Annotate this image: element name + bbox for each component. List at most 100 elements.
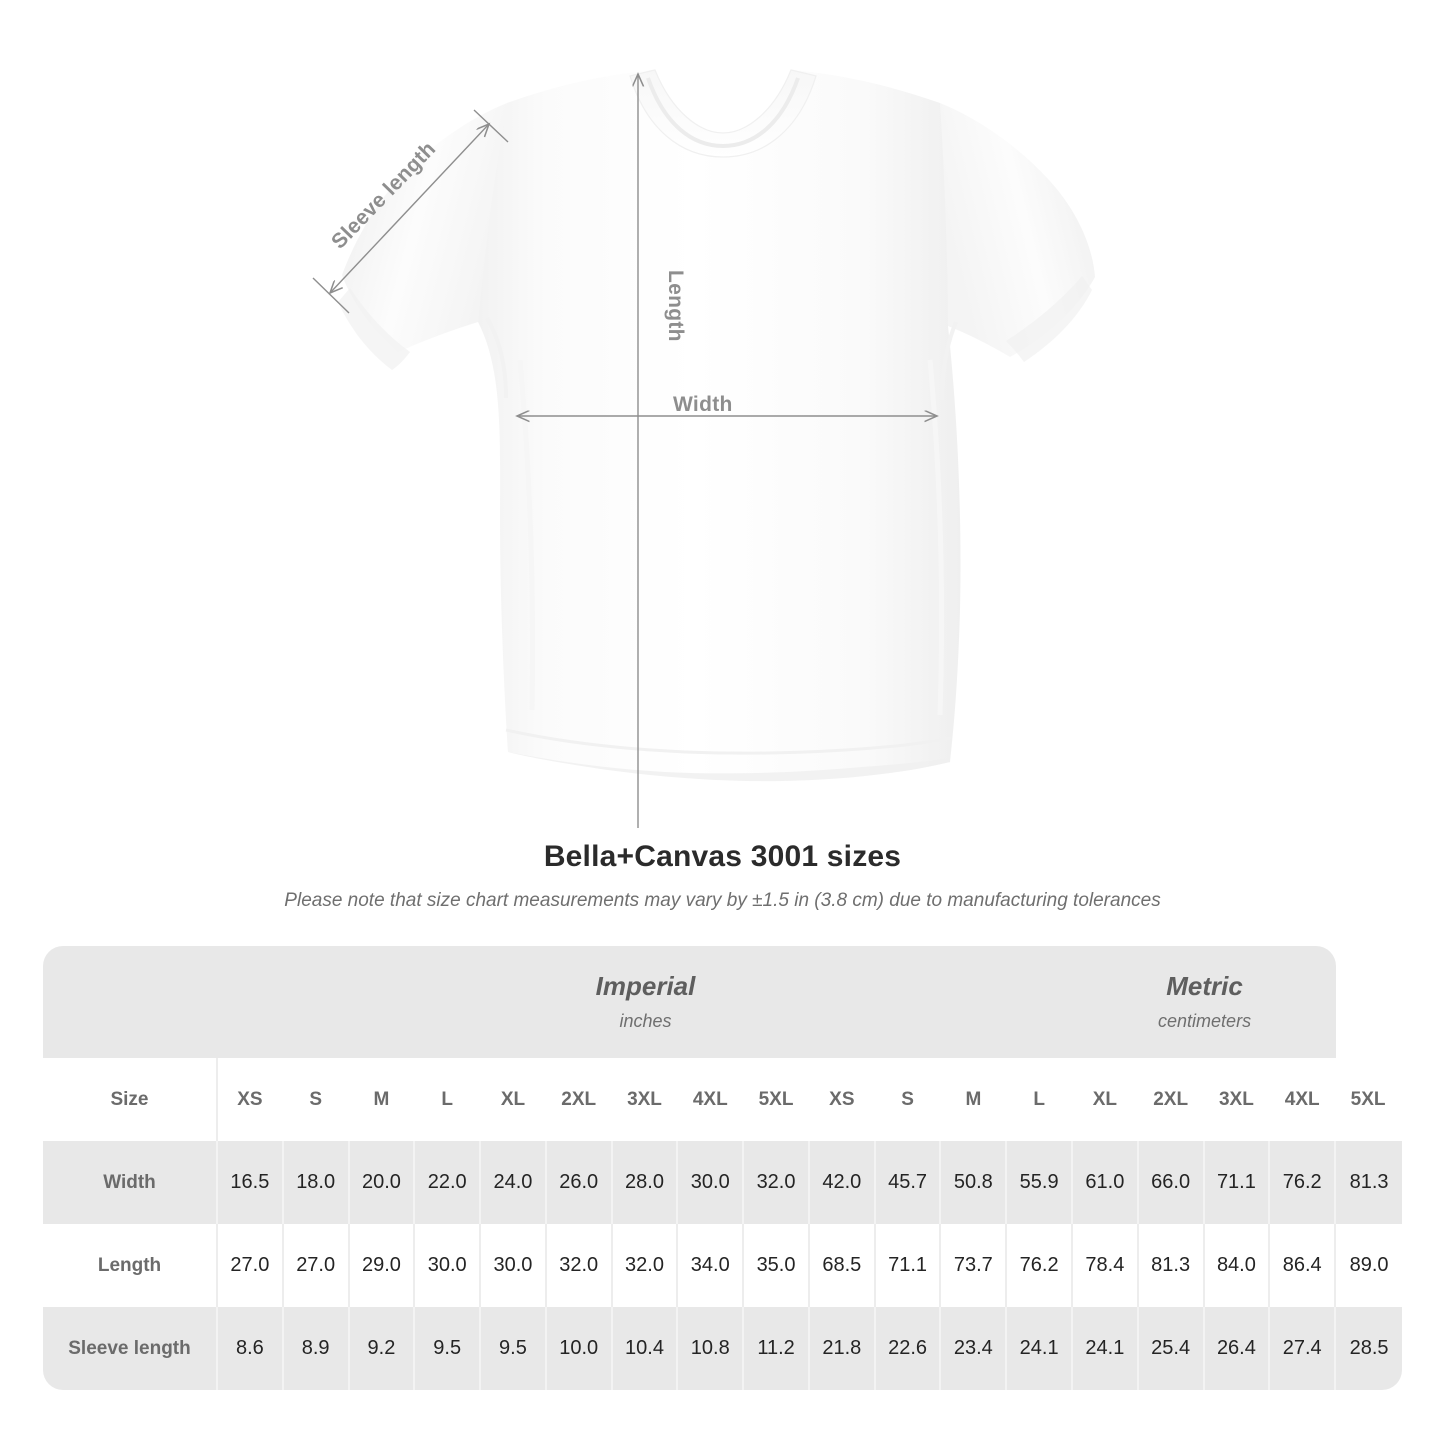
fold-armpit-left: [485, 316, 508, 399]
page-title: Bella+Canvas 3001 sizes: [543, 840, 902, 873]
table-cell: 76.2: [1007, 1224, 1073, 1307]
table-cell: 32.0: [546, 1224, 613, 1307]
table-cell: 30.0: [415, 1224, 482, 1307]
table-cell: 50.8: [941, 1141, 1008, 1224]
table-cell: 26.4: [1204, 1307, 1271, 1390]
fold-right: [927, 359, 945, 716]
table-row: Length 27.0 27.0 29.0 30.0 30.0 32.0 32.…: [43, 1224, 1402, 1307]
row-label: Length: [43, 1224, 219, 1307]
collar-inner: [646, 77, 800, 149]
table-cell: 45.7: [875, 1141, 942, 1224]
size-col-header: 5XL: [1336, 1058, 1402, 1141]
table-cell: 78.4: [1073, 1224, 1139, 1307]
table-cell: 35.0: [744, 1224, 810, 1307]
imperial-unit-banner: Imperial inches: [481, 946, 810, 1058]
table-row: Width 16.5 18.0 20.0 22.0 24.0 26.0 28.0…: [43, 1141, 1402, 1224]
size-chart-table: Imperial inches Metric centimeters Size …: [43, 946, 1402, 1390]
table-cell: 68.5: [809, 1224, 876, 1307]
table-cell: 24.1: [1007, 1307, 1073, 1390]
table-cell: 81.3: [1336, 1141, 1402, 1224]
table-cell: 55.9: [1007, 1141, 1073, 1224]
size-col-header: 4XL: [1270, 1058, 1337, 1141]
table-cell: 25.4: [1138, 1307, 1205, 1390]
imperial-banner-left-pad: [43, 946, 482, 1058]
table-cell: 18.0: [283, 1141, 350, 1224]
size-col-header: M: [349, 1058, 416, 1141]
metric-unit-sub: centimeters: [1158, 1010, 1252, 1031]
size-header-row: Size XS S M L XL 2XL 3XL 4XL 5XL XS S M …: [43, 1058, 1402, 1141]
size-col-header: L: [1007, 1058, 1073, 1141]
imperial-unit-name: Imperial: [595, 971, 696, 1002]
unit-banner-row: Imperial inches Metric centimeters: [43, 946, 1402, 1058]
table-cell: 9.5: [415, 1307, 482, 1390]
table-row: Sleeve length 8.6 8.9 9.2 9.5 9.5 10.0 1…: [43, 1307, 1402, 1390]
size-col-header: S: [283, 1058, 350, 1141]
garment-shape: [338, 69, 1095, 782]
table-cell: 9.2: [349, 1307, 416, 1390]
table-cell: 22.0: [415, 1141, 482, 1224]
table-cell: 89.0: [1336, 1224, 1402, 1307]
table-cell: 29.0: [349, 1224, 416, 1307]
label-width: Width: [673, 393, 733, 416]
metric-unit-banner: Metric centimeters: [1073, 946, 1337, 1058]
bottom-hem: [508, 752, 950, 782]
table-cell: 42.0: [809, 1141, 876, 1224]
size-col-header: XL: [481, 1058, 547, 1141]
collar-outer: [629, 69, 817, 158]
size-col-header: 3XL: [1204, 1058, 1271, 1141]
table-cell: 20.0: [349, 1141, 416, 1224]
size-table-container: Imperial inches Metric centimeters Size …: [43, 946, 1402, 1390]
size-col-header: 3XL: [612, 1058, 679, 1141]
size-col-header: L: [415, 1058, 482, 1141]
fold-left: [517, 359, 535, 711]
sleeve-tick-top: [473, 109, 509, 143]
table-cell: 23.4: [941, 1307, 1008, 1390]
table-cell: 27.4: [1270, 1307, 1337, 1390]
table-cell: 34.0: [678, 1224, 745, 1307]
table-cell: 61.0: [1073, 1141, 1139, 1224]
size-col-header: XS: [218, 1058, 284, 1141]
table-cell: 24.0: [481, 1141, 547, 1224]
table-cell: 27.0: [218, 1224, 284, 1307]
table-cell: 30.0: [678, 1141, 745, 1224]
tshirt-illustration: Sleeve length Length Width: [312, 69, 1095, 828]
column-header-size: Size: [43, 1058, 219, 1141]
table-cell: 10.4: [612, 1307, 679, 1390]
fold-armpit-right: [940, 321, 958, 401]
table-cell: 32.0: [744, 1141, 810, 1224]
sleeve-tick-bottom: [312, 277, 350, 314]
measurement-annotations: [312, 74, 937, 828]
right-sleeve: [940, 103, 1095, 357]
size-col-header: 2XL: [546, 1058, 613, 1141]
table-cell: 26.0: [546, 1141, 613, 1224]
table-cell: 66.0: [1138, 1141, 1205, 1224]
table-cell: 16.5: [218, 1141, 284, 1224]
table-cell: 86.4: [1270, 1224, 1337, 1307]
sleeve-arrow: [330, 124, 489, 293]
size-col-header: 2XL: [1138, 1058, 1205, 1141]
table-cell: 8.9: [283, 1307, 350, 1390]
table-cell: 10.0: [546, 1307, 613, 1390]
table-cell: 28.0: [612, 1141, 679, 1224]
table-cell: 22.6: [875, 1307, 942, 1390]
table-cell: 11.2: [744, 1307, 810, 1390]
size-col-header: S: [875, 1058, 942, 1141]
metric-unit-name: Metric: [1166, 971, 1243, 1002]
imperial-banner-right-pad: [809, 946, 1073, 1058]
table-cell: 10.8: [678, 1307, 745, 1390]
shirt-body: [478, 70, 961, 782]
table-cell: 30.0: [481, 1224, 547, 1307]
size-col-header: XS: [809, 1058, 876, 1141]
imperial-unit-sub: inches: [619, 1010, 672, 1031]
row-label: Width: [43, 1141, 219, 1224]
size-col-header: XL: [1073, 1058, 1139, 1141]
table-cell: 27.0: [283, 1224, 350, 1307]
table-cell: 71.1: [875, 1224, 942, 1307]
table-cell: 32.0: [612, 1224, 679, 1307]
table-cell: 81.3: [1138, 1224, 1205, 1307]
table-cell: 28.5: [1336, 1307, 1402, 1390]
label-length: Length: [664, 270, 687, 342]
table-cell: 76.2: [1270, 1141, 1337, 1224]
size-col-header: 4XL: [678, 1058, 745, 1141]
